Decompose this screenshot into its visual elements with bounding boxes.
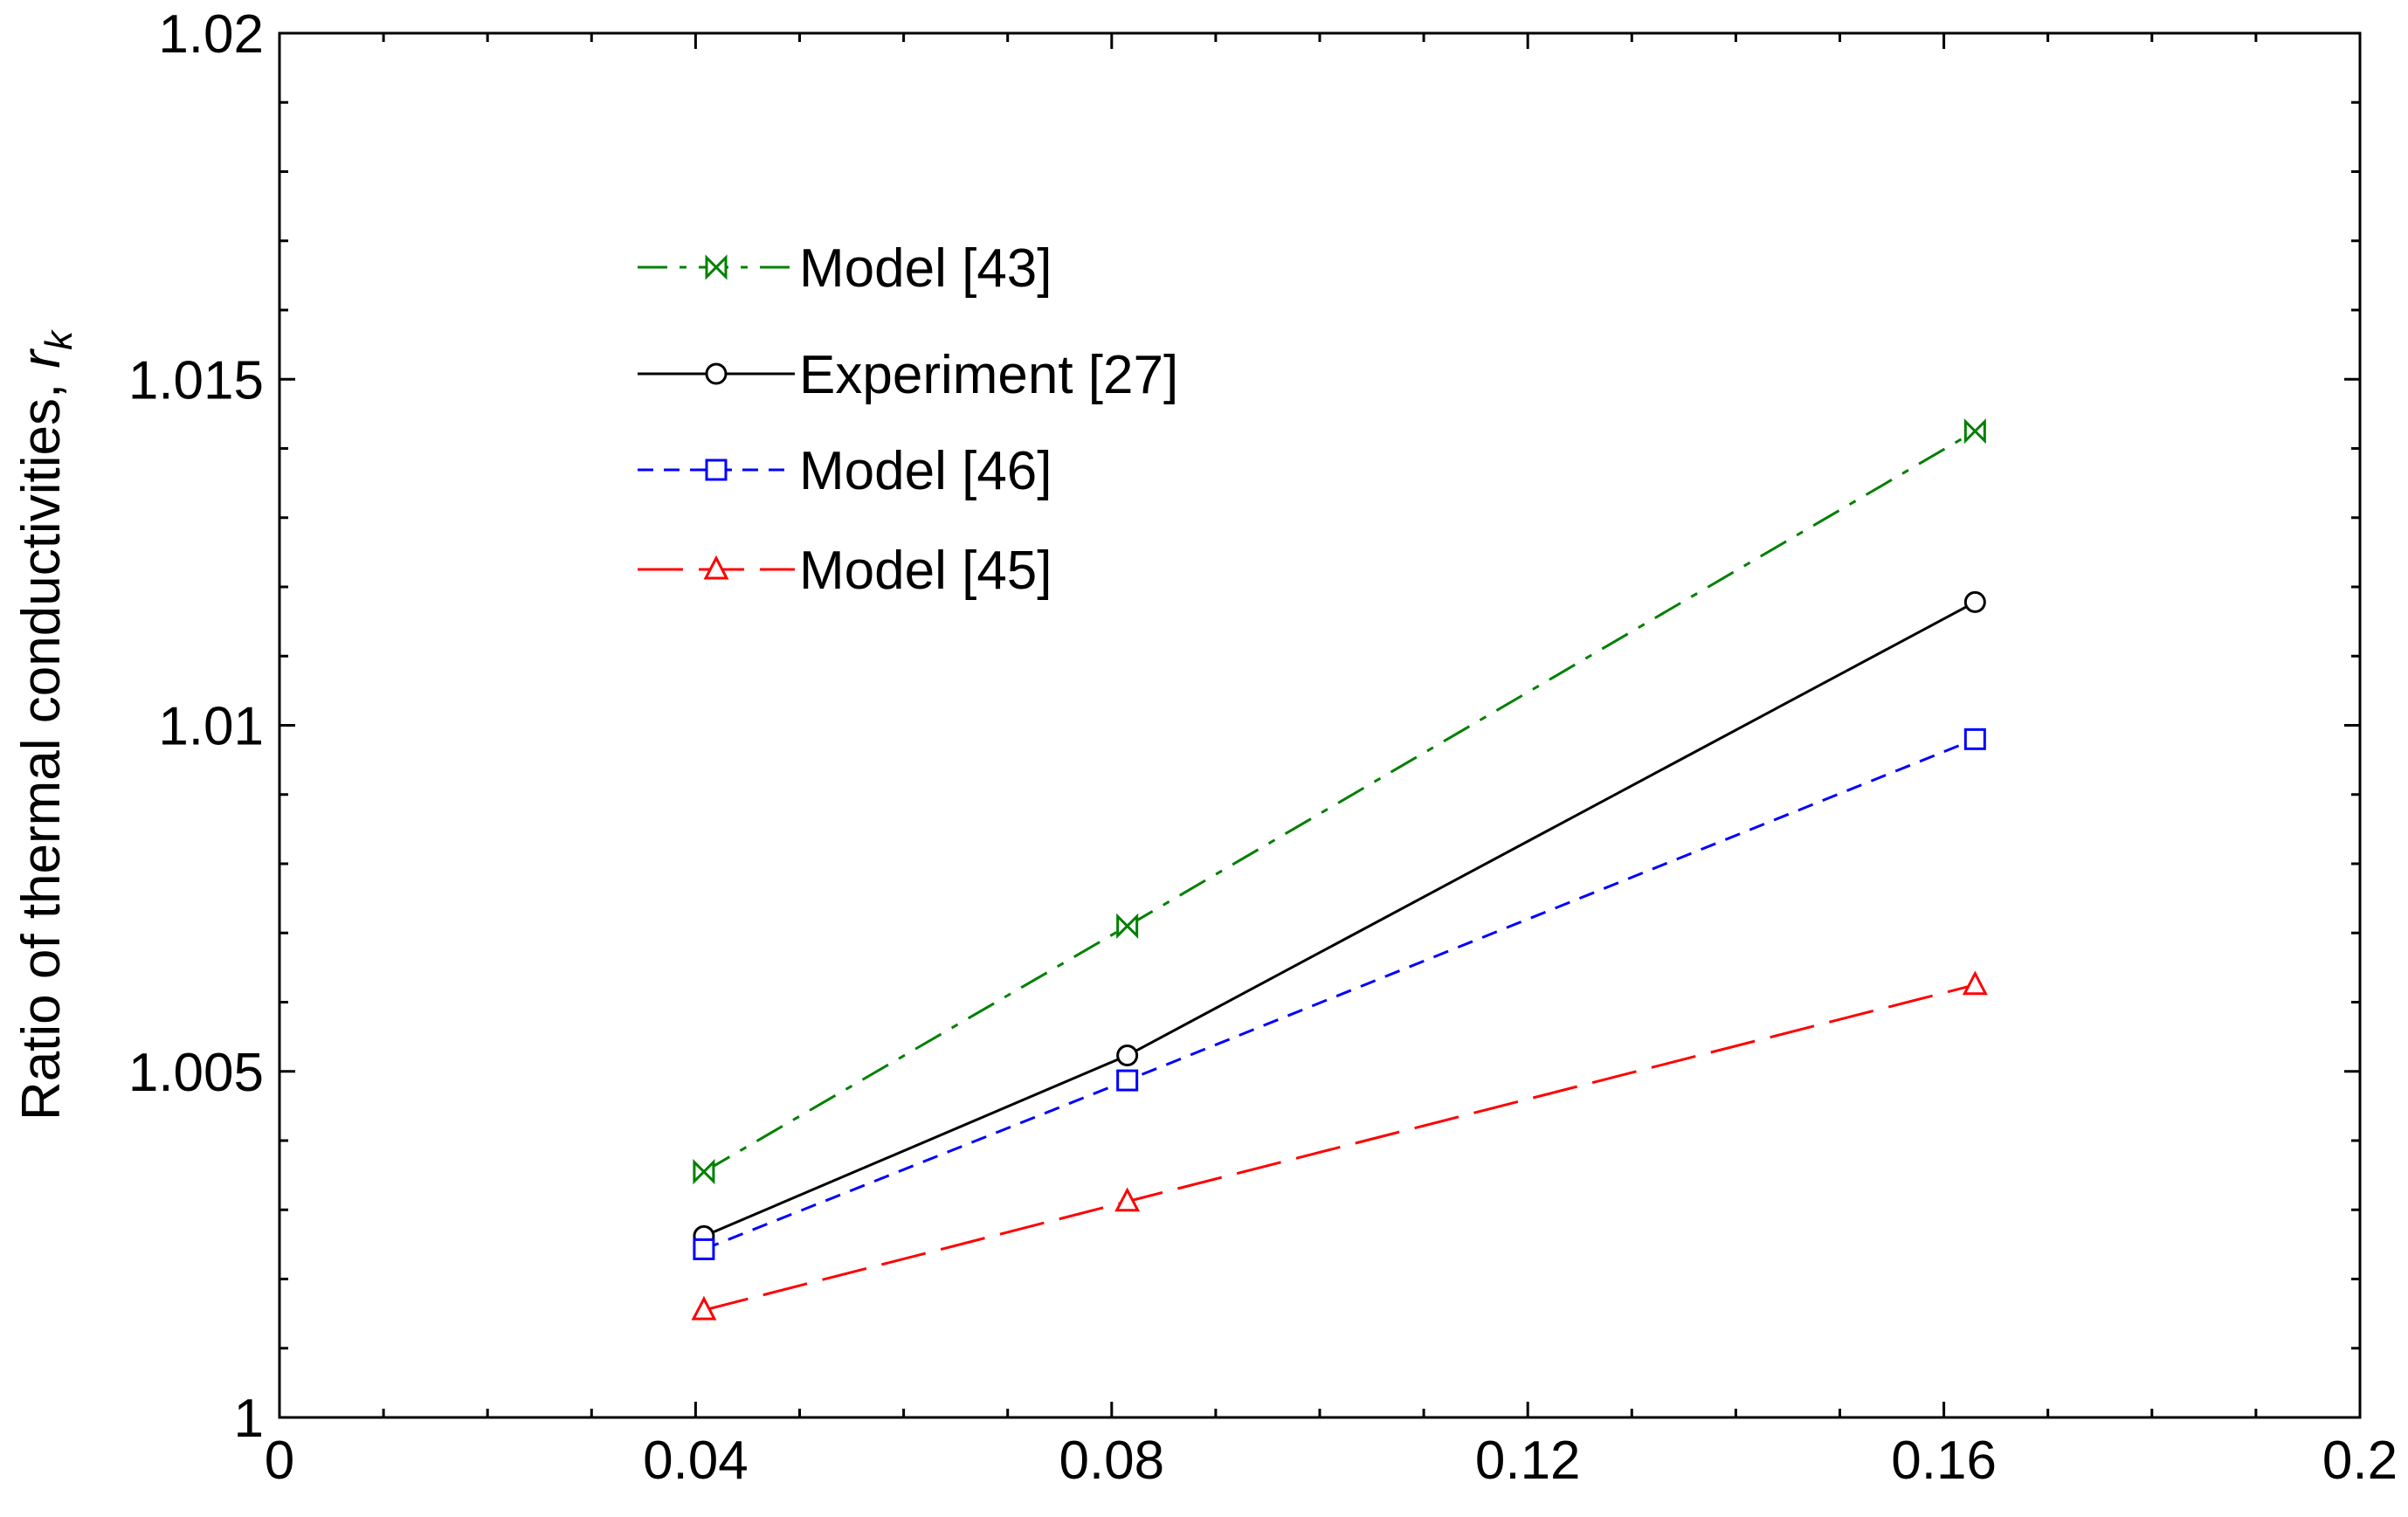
data-point [1116,1069,1139,1092]
series-2 [693,727,1986,1260]
x-tick-label: 0.12 [1475,1431,1581,1491]
y-axis-title-subscript: k [38,329,80,350]
y-tick-label: 1.005 [128,1043,264,1103]
data-point [1963,590,1986,613]
series-3 [691,970,1988,1320]
y-axis-title-text: Ratio of thermal conductivities, [11,369,72,1121]
data-point [703,555,729,580]
ticks [278,31,2362,1419]
data-point [705,362,728,385]
y-tick-label: 1 [234,1389,264,1449]
data-point [693,1238,715,1260]
legend-item-3: Model [45] [638,541,1052,601]
x-tick-label: 0 [265,1431,294,1491]
y-tick-label: 1.01 [158,697,264,757]
legend-item-0: Model [43] [638,238,1052,299]
y-axis-title-symbol: r [11,348,72,369]
legend-label: Model [43] [799,238,1052,299]
data-point [705,254,728,280]
data-point [1116,1045,1139,1067]
legend-label: Model [46] [799,441,1052,501]
legend-item-1: Experiment [27] [638,345,1178,405]
data-point [1963,727,1986,750]
series-line [703,601,1977,1238]
series-group [691,418,1988,1320]
data-point [693,1159,715,1185]
series-0 [693,418,1986,1185]
legend-item-2: Model [46] [638,441,1052,501]
x-tick-label: 0.2 [2322,1431,2398,1491]
series-line [703,737,1976,1251]
data-point [1116,913,1139,939]
tick-labels: 0 0.04 0.08 0.12 0.16 0.2 1 1.005 1.01 1.015 1.02 [128,4,2398,1491]
x-tick-label: 0.04 [643,1431,749,1491]
x-tick-label: 0.16 [1891,1431,1997,1491]
y-axis-title: Ratio of thermal conductivities, rk [11,329,80,1121]
data-point [1962,970,1988,996]
data-point [1963,418,1986,445]
legend-label: Model [45] [799,541,1052,601]
legend: Model [43] Experiment [27] Model [46] Model… [638,238,1178,601]
plot-area [278,31,2362,1419]
legend-label: Experiment [27] [799,345,1178,405]
data-point [691,1295,717,1320]
data-point [1114,1187,1141,1212]
data-point [705,459,728,481]
series-line [703,983,1976,1312]
y-tick-label: 1.02 [158,4,264,65]
x-tick-label: 0.08 [1059,1431,1164,1491]
y-tick-label: 1.015 [128,350,264,410]
